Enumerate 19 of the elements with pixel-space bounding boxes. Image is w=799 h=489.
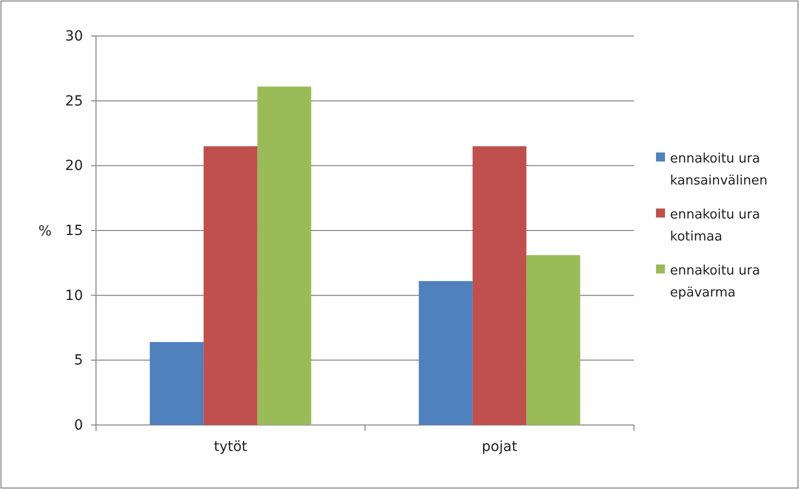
y-tick-label: 20 (65, 158, 83, 174)
legend-label: ennakoitu ura kansainvälinen (670, 152, 768, 188)
bar (526, 255, 580, 425)
legend-label: ennakoitu ura kotimaa (670, 208, 760, 244)
y-tick-label: 5 (74, 352, 83, 369)
y-tick-label: 0 (74, 417, 83, 434)
x-tick-label: tytöt (214, 438, 248, 455)
bar (150, 342, 204, 425)
y-axis-title: % (38, 224, 52, 240)
bar (204, 146, 258, 425)
bar (472, 146, 526, 425)
y-tick-label: 25 (65, 93, 83, 110)
x-tick-label: pojat (482, 438, 518, 455)
y-tick-label: 30 (65, 28, 83, 44)
legend-label: ennakoitu ura epävarma (670, 264, 760, 300)
bar (257, 86, 312, 425)
y-tick-label: 10 (65, 288, 83, 304)
y-tick-label: 15 (65, 222, 83, 239)
bar (418, 281, 473, 425)
